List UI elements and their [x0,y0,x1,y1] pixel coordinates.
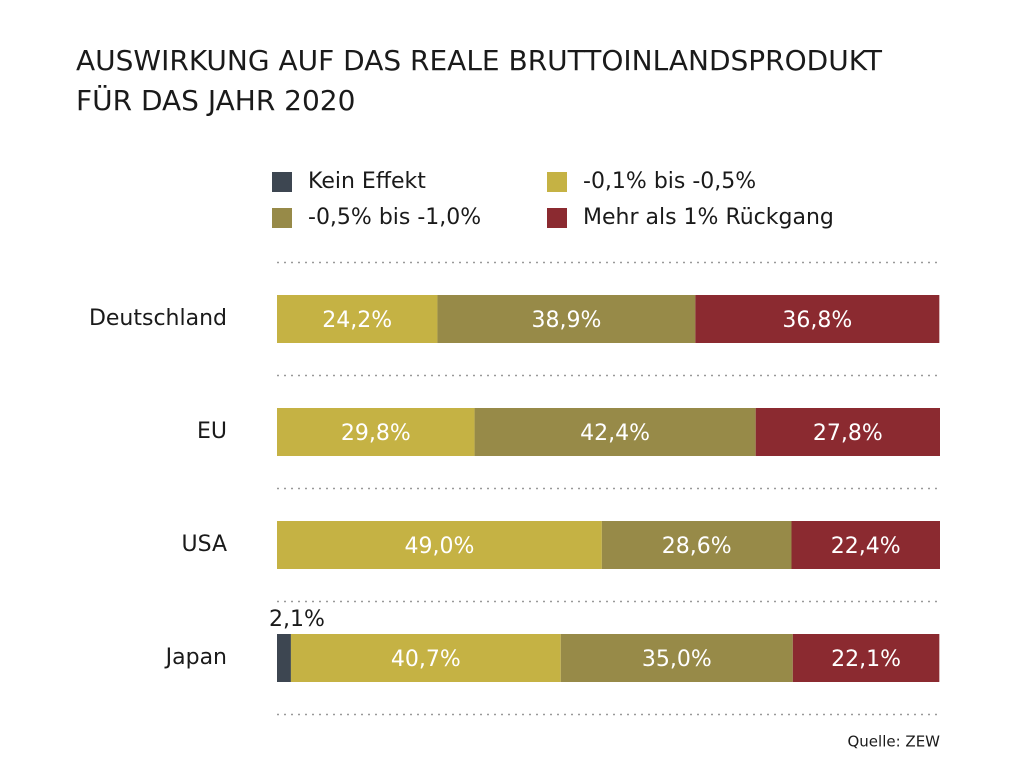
legend-swatch [547,208,567,228]
value-label: 22,1% [831,647,901,672]
value-label: 28,6% [662,534,732,559]
y-tick-label: USA [181,532,227,557]
bar-segment [277,634,291,682]
bar-segment [277,408,475,456]
value-label: 38,9% [531,308,601,333]
value-label: 2,1% [269,607,325,632]
value-label: 49,0% [404,534,474,559]
bar-segment [277,295,438,343]
legend-label: -0,5% bis -1,0% [308,205,481,230]
bar-segment [792,634,940,682]
legend-swatch [272,208,292,228]
bar-segment [560,634,793,682]
bar-segment [601,521,792,569]
value-label: 40,7% [391,647,461,672]
bar-segment [791,521,940,569]
bar-segment [474,408,756,456]
y-tick-label: Japan [164,645,227,670]
bar-segment [755,408,940,456]
value-label: 35,0% [642,647,712,672]
y-tick-label: Deutschland [89,306,227,331]
value-label: 22,4% [831,534,901,559]
y-tick-label: EU [197,419,227,444]
legend-swatch [547,172,567,192]
bar-segment [695,295,940,343]
value-label: 29,8% [341,421,411,446]
legend-swatch [272,172,292,192]
legend-label: Mehr als 1% Rückgang [583,205,834,230]
value-label: 36,8% [782,308,852,333]
chart-subtitle: FÜR DAS JAHR 2020 [76,83,355,117]
bar-segment [277,521,602,569]
source: Quelle: ZEW [847,733,940,751]
legend-label: -0,1% bis -0,5% [583,169,756,194]
legend-label: Kein Effekt [308,169,426,194]
bar-segment [437,295,696,343]
bar-segment [290,634,561,682]
chart-title: AUSWIRKUNG AUF DAS REALE BRUTTOINLANDSPR… [76,44,883,77]
value-label: 27,8% [813,421,883,446]
value-label: 42,4% [580,421,650,446]
value-label: 24,2% [322,308,392,333]
